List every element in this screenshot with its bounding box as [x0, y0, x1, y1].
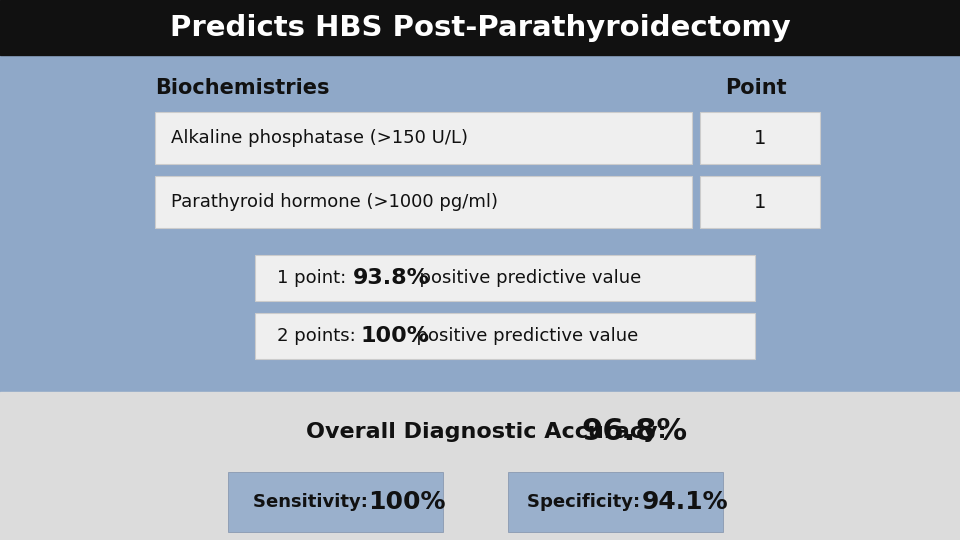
Bar [0, 392, 960, 540]
Text: 93.8%: 93.8% [353, 268, 430, 288]
Bar [0, 0, 960, 55]
Text: 1: 1 [754, 192, 766, 212]
FancyBboxPatch shape [700, 176, 820, 228]
Text: Parathyroid hormone (>1000 pg/ml): Parathyroid hormone (>1000 pg/ml) [171, 193, 498, 211]
Text: 2 points:: 2 points: [277, 327, 368, 345]
Text: Sensitivity:: Sensitivity: [253, 493, 380, 511]
Text: Biochemistries: Biochemistries [155, 78, 329, 98]
FancyBboxPatch shape [255, 255, 755, 301]
Text: Point: Point [725, 78, 787, 98]
Text: Overall Diagnostic Accuracy:: Overall Diagnostic Accuracy: [305, 422, 682, 442]
Text: 100%: 100% [361, 326, 430, 346]
Text: positive predictive value: positive predictive value [408, 269, 641, 287]
FancyBboxPatch shape [700, 112, 820, 164]
Text: 100%: 100% [368, 490, 445, 514]
Text: positive predictive value: positive predictive value [404, 327, 637, 345]
Text: Specificity:: Specificity: [527, 493, 653, 511]
Text: 1: 1 [754, 129, 766, 147]
FancyBboxPatch shape [228, 472, 443, 532]
Text: 96.8%: 96.8% [582, 417, 688, 447]
Text: Predicts HBS Post-Parathyroidectomy: Predicts HBS Post-Parathyroidectomy [170, 14, 790, 42]
FancyBboxPatch shape [155, 112, 692, 164]
FancyBboxPatch shape [508, 472, 723, 532]
FancyBboxPatch shape [255, 313, 755, 359]
FancyBboxPatch shape [155, 176, 692, 228]
Text: 1 point:: 1 point: [277, 269, 358, 287]
Text: Alkaline phosphatase (>150 U/L): Alkaline phosphatase (>150 U/L) [171, 129, 468, 147]
Text: 94.1%: 94.1% [641, 490, 729, 514]
